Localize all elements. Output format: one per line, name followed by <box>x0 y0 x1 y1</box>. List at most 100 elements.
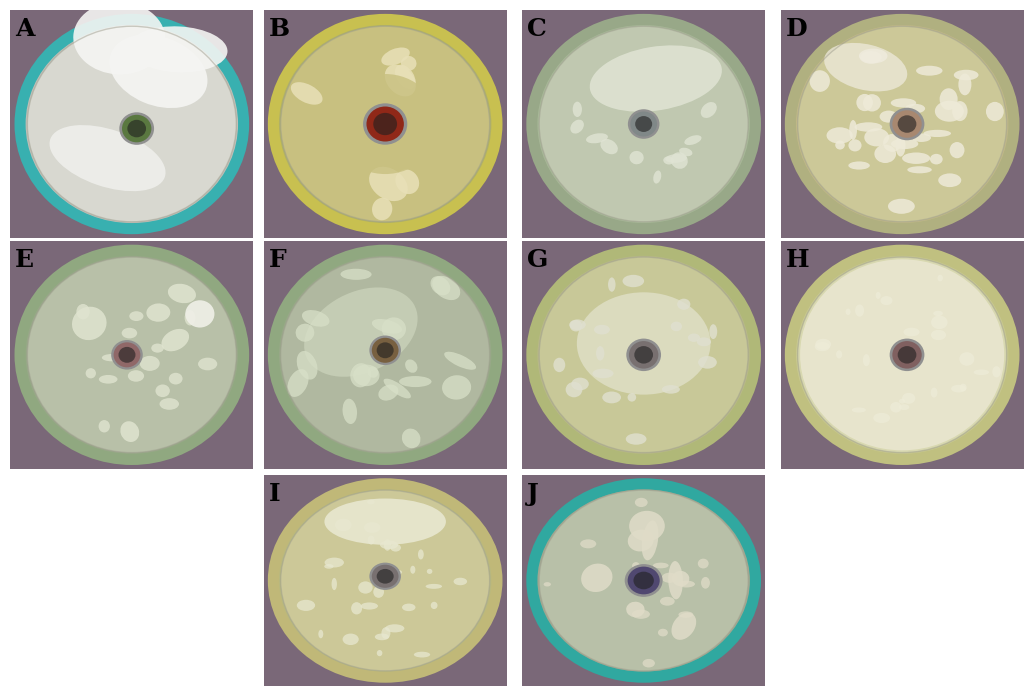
Ellipse shape <box>662 573 677 583</box>
Ellipse shape <box>577 292 710 395</box>
Ellipse shape <box>709 325 718 339</box>
Circle shape <box>892 341 921 369</box>
Ellipse shape <box>395 65 416 89</box>
Ellipse shape <box>544 582 551 586</box>
Ellipse shape <box>382 627 391 639</box>
Circle shape <box>280 490 490 671</box>
Ellipse shape <box>855 305 864 317</box>
Ellipse shape <box>627 601 644 617</box>
Ellipse shape <box>881 296 892 305</box>
Ellipse shape <box>899 399 906 404</box>
Ellipse shape <box>128 26 227 72</box>
Ellipse shape <box>671 613 696 640</box>
Ellipse shape <box>410 566 416 574</box>
Circle shape <box>629 341 659 369</box>
Ellipse shape <box>899 404 909 410</box>
Ellipse shape <box>325 557 344 568</box>
Ellipse shape <box>402 429 421 448</box>
Ellipse shape <box>414 652 430 657</box>
Ellipse shape <box>679 147 693 156</box>
Circle shape <box>27 26 237 222</box>
Ellipse shape <box>553 358 566 372</box>
Circle shape <box>898 346 916 364</box>
Ellipse shape <box>931 388 938 398</box>
Ellipse shape <box>168 284 196 303</box>
Ellipse shape <box>938 275 943 281</box>
Circle shape <box>112 340 143 369</box>
Ellipse shape <box>632 610 650 619</box>
Ellipse shape <box>128 370 144 382</box>
Ellipse shape <box>443 376 472 400</box>
Ellipse shape <box>342 399 357 424</box>
Ellipse shape <box>863 354 870 367</box>
Circle shape <box>369 336 401 365</box>
Ellipse shape <box>302 310 330 327</box>
Circle shape <box>276 21 494 226</box>
Ellipse shape <box>672 571 690 586</box>
Ellipse shape <box>630 151 644 164</box>
Ellipse shape <box>890 402 902 413</box>
Ellipse shape <box>427 569 432 574</box>
Ellipse shape <box>394 570 402 575</box>
FancyBboxPatch shape <box>10 10 253 238</box>
Ellipse shape <box>601 139 618 154</box>
Ellipse shape <box>923 130 951 137</box>
Ellipse shape <box>296 324 314 342</box>
Ellipse shape <box>951 384 967 393</box>
Ellipse shape <box>358 582 372 594</box>
Circle shape <box>372 338 398 363</box>
Ellipse shape <box>849 120 857 140</box>
Ellipse shape <box>658 629 668 637</box>
Text: C: C <box>527 17 547 41</box>
Ellipse shape <box>367 367 378 378</box>
Ellipse shape <box>580 539 597 548</box>
Ellipse shape <box>382 48 409 65</box>
Ellipse shape <box>960 352 974 366</box>
Ellipse shape <box>993 366 1001 378</box>
Ellipse shape <box>586 133 608 143</box>
Ellipse shape <box>622 275 644 287</box>
Circle shape <box>797 257 1007 453</box>
Ellipse shape <box>876 292 881 299</box>
Ellipse shape <box>372 198 392 220</box>
Ellipse shape <box>848 161 870 169</box>
Ellipse shape <box>632 562 640 569</box>
Ellipse shape <box>826 127 853 144</box>
Circle shape <box>276 252 494 457</box>
Ellipse shape <box>663 156 674 165</box>
Ellipse shape <box>430 276 451 296</box>
Ellipse shape <box>665 154 687 163</box>
Ellipse shape <box>652 563 669 568</box>
Ellipse shape <box>671 322 682 331</box>
Ellipse shape <box>815 339 831 350</box>
Ellipse shape <box>304 287 418 377</box>
Ellipse shape <box>287 369 308 397</box>
Circle shape <box>634 572 653 589</box>
Ellipse shape <box>77 304 90 320</box>
Ellipse shape <box>888 198 915 214</box>
Ellipse shape <box>405 360 418 373</box>
Ellipse shape <box>129 311 144 321</box>
Circle shape <box>535 486 753 675</box>
Ellipse shape <box>592 369 613 378</box>
Ellipse shape <box>949 142 965 158</box>
Ellipse shape <box>399 376 431 387</box>
Circle shape <box>23 21 241 226</box>
Text: I: I <box>269 482 280 506</box>
Circle shape <box>535 21 753 226</box>
Ellipse shape <box>904 328 919 336</box>
Circle shape <box>898 115 916 133</box>
Ellipse shape <box>395 169 419 194</box>
Circle shape <box>625 564 663 597</box>
Circle shape <box>372 565 398 588</box>
Ellipse shape <box>810 70 830 92</box>
Ellipse shape <box>378 384 398 400</box>
Circle shape <box>889 338 924 371</box>
Text: A: A <box>16 17 35 41</box>
Circle shape <box>276 486 494 675</box>
Ellipse shape <box>698 356 717 369</box>
Ellipse shape <box>445 352 476 370</box>
Ellipse shape <box>628 530 653 551</box>
Ellipse shape <box>140 356 159 371</box>
Ellipse shape <box>902 393 915 404</box>
